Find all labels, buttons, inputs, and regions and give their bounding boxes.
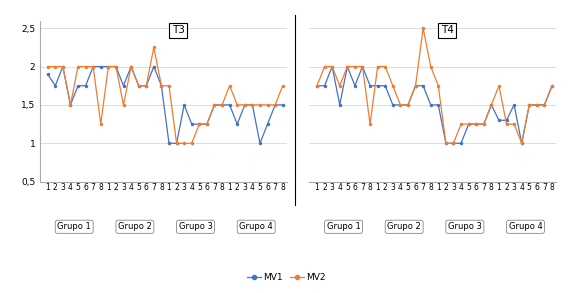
Text: Grupo 3: Grupo 3 <box>179 222 213 231</box>
Text: Grupo 1: Grupo 1 <box>57 222 91 231</box>
Text: Grupo 4: Grupo 4 <box>240 222 273 231</box>
Legend: MV1, MV2: MV1, MV2 <box>244 269 329 286</box>
Text: T3: T3 <box>172 25 185 35</box>
Text: Grupo 3: Grupo 3 <box>448 222 482 231</box>
Text: Grupo 1: Grupo 1 <box>327 222 360 231</box>
Text: Grupo 4: Grupo 4 <box>509 222 543 231</box>
Text: Grupo 2: Grupo 2 <box>387 222 421 231</box>
Text: Grupo 2: Grupo 2 <box>118 222 152 231</box>
Text: T4: T4 <box>441 25 454 35</box>
